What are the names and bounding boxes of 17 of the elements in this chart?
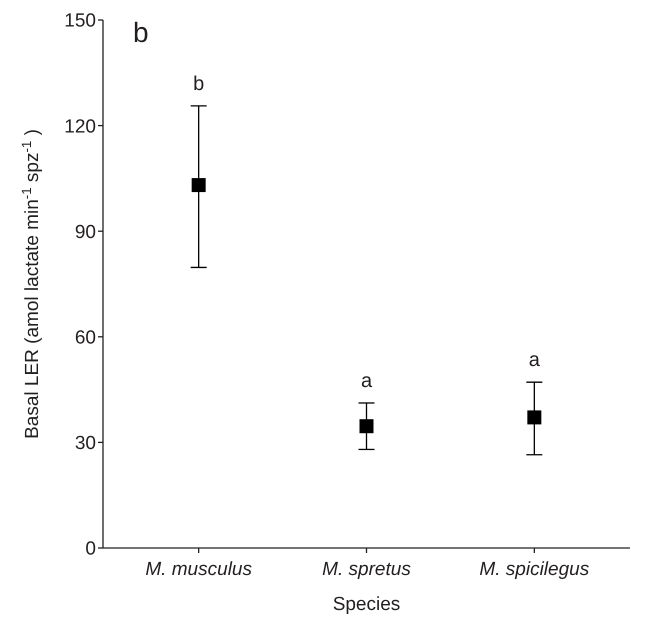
x-tick-label: M. musculus [145,559,252,580]
point [360,419,374,434]
x-axis-title: Species [332,594,400,615]
point [192,178,206,192]
y-tick-label: 150 [64,10,96,32]
y-tick-label: 30 [74,433,96,454]
y-tick-label: 0 [85,538,96,560]
annotation: b [193,72,204,95]
annotation: a [528,349,541,372]
y-tick-label: 90 [74,222,96,243]
annotation: b [133,17,149,48]
point [527,410,542,424]
x-tick-label: M. spretus [322,559,412,580]
annotation: a [360,370,373,392]
y-tick-label: 120 [64,116,96,138]
y-tick-label: 60 [74,327,96,348]
x-tick-label: M. spicilegus [479,559,590,580]
